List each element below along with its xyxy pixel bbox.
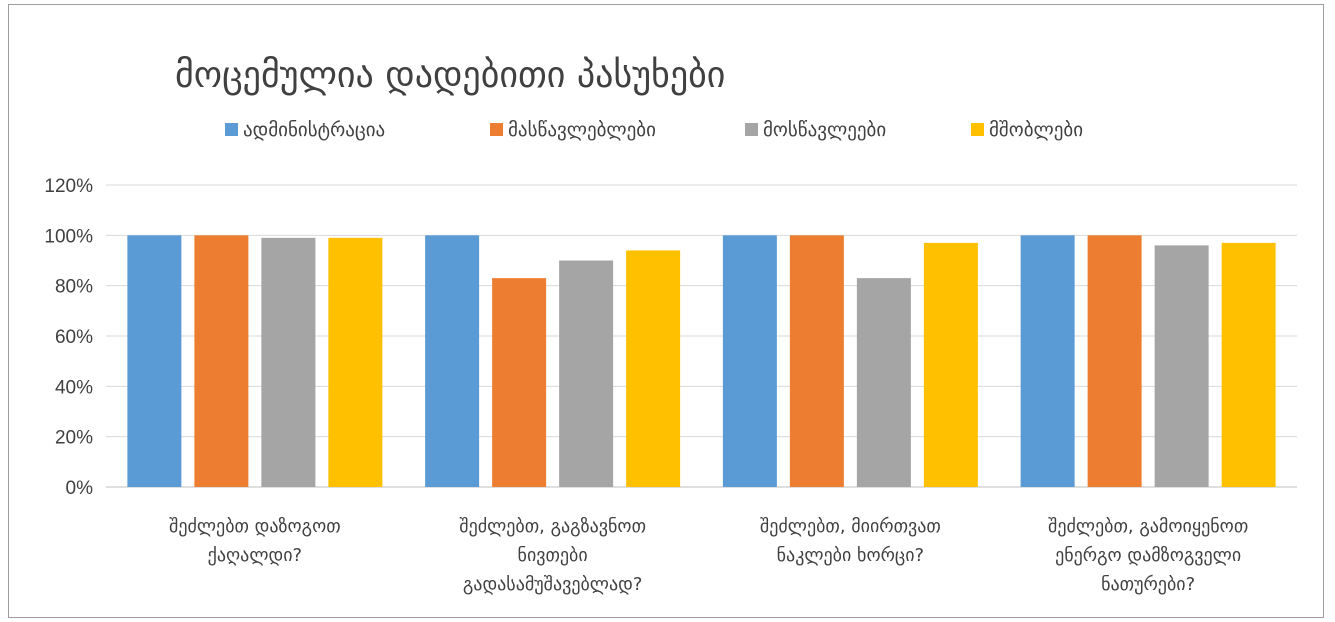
bar-chart: მოცემულია დადებითი პასუხები ადმინისტრაცი… [44,55,1297,595]
category-label: გადასამუშავებლად? [463,574,643,595]
y-axis: 0% 20% 40% 60% 80% 100% 120% [44,176,93,499]
y-tick-label: 100% [44,226,93,247]
category-label: ნათურები? [1101,574,1195,595]
y-tick-label: 60% [55,327,93,348]
bar-4-1 [1020,235,1075,487]
bar-1-2 [194,235,249,487]
y-tick-label: 20% [55,428,93,449]
category-label: ქაღალდი? [208,545,302,566]
category-label: შეძლებთ, გამოიყენოთ [1048,516,1248,537]
bar-1-4 [328,237,383,487]
bar-1-3 [261,237,316,487]
category-label: ენერგო დამზოგველი [1055,545,1241,566]
bar-4-3 [1154,245,1209,487]
legend-label-1: ადმინისტრაცია [243,119,385,141]
category-label: ნაკლები ხორცი? [777,545,924,566]
bar-2-2 [492,278,547,487]
bar-4-2 [1087,235,1142,487]
y-tick-label: 80% [55,277,93,298]
bar-3-2 [789,235,844,487]
bar-1-1 [127,235,182,487]
x-axis: შეძლებთ დაზოგოთ ქაღალდი? შეძლებთ, გაგზავნო… [169,516,1248,595]
bars [127,235,1276,487]
bar-3-1 [722,235,777,487]
legend: ადმინისტრაცია მასწავლებლები მოსწავლეები მშო… [225,119,1083,141]
bar-2-1 [425,235,480,487]
y-tick-label: 120% [44,176,93,197]
legend-swatch-4 [971,123,984,136]
category-label: შეძლებთ დაზოგოთ [169,516,341,537]
category-label: ნივთები [518,545,588,566]
legend-label-3: მოსწავლეები [763,119,886,141]
legend-label-2: მასწავლებლები [508,119,656,141]
y-tick-label: 0% [66,478,94,499]
legend-swatch-3 [745,123,758,136]
chart-title: მოცემულია დადებითი პასუხები [175,55,725,96]
y-tick-label: 40% [55,377,93,398]
bar-2-3 [559,260,614,487]
chart-area: მოცემულია დადებითი პასუხები ადმინისტრაცი… [8,4,1324,618]
category-label: შეძლებთ, გაგზავნოთ [459,516,646,537]
legend-label-4: მშობლები [989,119,1083,141]
bar-3-4 [923,242,978,487]
bar-3-3 [856,278,911,487]
bar-4-4 [1221,242,1276,487]
bar-2-4 [626,250,681,487]
legend-swatch-2 [490,123,503,136]
legend-swatch-1 [225,123,238,136]
category-label: შეძლებთ, მიირთვათ [760,516,941,537]
